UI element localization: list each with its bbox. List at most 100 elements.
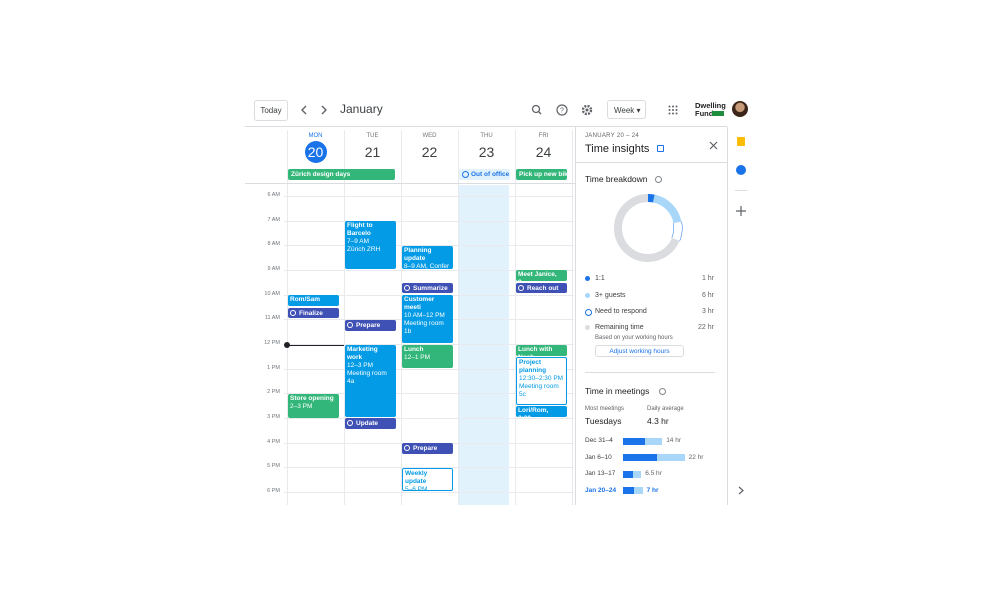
event-text: Meeting room 1b <box>404 320 444 335</box>
sidebar-divider <box>727 127 728 505</box>
event-text: 7–9 AM <box>347 238 370 245</box>
event-text: Planning update <box>404 247 432 262</box>
event[interactable]: Reach out to <box>516 283 567 293</box>
stat-label: Most meetings <box>585 406 625 412</box>
week-bar-core <box>623 437 645 445</box>
event-text: 5–6 PM, Weekly <box>405 486 430 491</box>
month-title: January <box>340 102 383 116</box>
event-text: Weekly update <box>405 470 428 485</box>
event-text: Meet Janice, 9– <box>518 271 557 281</box>
all-day-event[interactable]: Out of office <box>459 169 510 180</box>
today-column-highlight <box>459 185 509 505</box>
panel-rule <box>576 162 727 163</box>
today-button[interactable]: Today <box>254 100 288 121</box>
hour-line <box>284 491 574 493</box>
week-bar-core <box>623 470 633 478</box>
hour-label: 3 PM <box>267 413 280 420</box>
event[interactable]: Update slide <box>345 418 396 429</box>
legend-value: 1 hr <box>701 275 714 282</box>
add-button[interactable] <box>736 206 746 216</box>
event-text: Rom/Sam <box>290 296 320 303</box>
week-bar-core <box>623 454 657 462</box>
legend-label: 1:1 <box>595 275 605 282</box>
panel-title: Time insights <box>585 143 650 155</box>
column-line <box>401 130 402 505</box>
task-icon <box>290 310 296 316</box>
hour-label: 5 PM <box>267 463 280 470</box>
day-number[interactable]: 22 <box>421 144 438 160</box>
legend-label: 3+ guests <box>595 292 626 299</box>
week-value: 22 hr <box>688 453 704 461</box>
column-line <box>287 130 288 505</box>
adjust-button[interactable]: Adjust working hours <box>595 345 684 357</box>
day-number[interactable]: 21 <box>364 144 381 160</box>
all-day-divider <box>245 183 575 184</box>
week-label: Jan 6–10 <box>585 453 612 461</box>
event-text: 8–9 AM, Confer <box>404 263 450 269</box>
event-text: Customer meeti <box>404 296 435 311</box>
help-icon[interactable] <box>659 388 666 395</box>
day-number[interactable]: 20 <box>304 141 327 163</box>
view-dropdown[interactable]: Week ▾ <box>607 100 646 119</box>
toolbar-icons[interactable]: ? <box>530 103 596 117</box>
event[interactable]: Project planning 12:30–2:30 PM Meeting roo… <box>516 357 567 405</box>
event[interactable]: Marketing work 12–3 PM Meeting room 4a <box>345 345 396 417</box>
event[interactable]: Rom/Sam <box>288 295 339 306</box>
header-divider <box>245 126 727 127</box>
section-title: Time breakdown <box>585 174 648 184</box>
legend-dot <box>585 309 592 316</box>
donut-segment <box>614 194 682 262</box>
event-text: Summarize fin <box>413 285 448 292</box>
donut-segment <box>614 194 682 262</box>
keep-icon[interactable] <box>737 137 745 146</box>
event-text: Lori/Rom, 2:30– <box>518 407 549 417</box>
legend-label: Need to respond <box>595 308 647 315</box>
event[interactable]: Flight to Barcelo 7–9 AM Zürich ZRH <box>345 221 396 269</box>
legend-value: 3 hr <box>701 308 714 315</box>
event-text: Zürich ZRH <box>347 246 381 253</box>
event[interactable]: Lunch with Noah <box>516 345 567 356</box>
event[interactable]: Store opening 2–3 PM <box>288 394 339 418</box>
day-number[interactable]: 24 <box>535 144 552 160</box>
day-name: WED <box>422 133 437 139</box>
week-label: Jan 13–17 <box>585 470 616 478</box>
nav-arrows[interactable] <box>299 104 331 116</box>
avatar[interactable] <box>732 101 748 117</box>
event[interactable]: Customer meeti 10 AM–12 PM Meeting room 1b <box>402 295 453 343</box>
week-bar-core <box>623 487 634 495</box>
event[interactable]: Lunch 12–1 PM <box>402 345 453 368</box>
day-name: MON <box>308 133 323 139</box>
event[interactable]: Meet Janice, 9– <box>516 270 567 281</box>
event[interactable]: Prepare prese <box>402 443 453 454</box>
office-icon <box>462 171 469 178</box>
event-text: Flight to Barcelo <box>347 222 373 237</box>
legend-value: 6 hr <box>701 292 714 299</box>
hour-label: 6 PM <box>267 487 280 494</box>
tasks-icon[interactable] <box>736 165 746 175</box>
event[interactable]: Summarize fin <box>402 283 453 293</box>
panel-rule <box>585 372 715 373</box>
all-day-event[interactable]: Zürich design days <box>288 169 395 180</box>
brand-flag <box>712 111 724 116</box>
event-text: Update slide <box>356 420 379 427</box>
event[interactable]: Prepare work <box>345 320 396 331</box>
hour-label: 4 PM <box>267 438 280 445</box>
help-icon[interactable] <box>655 176 662 183</box>
all-day-event[interactable]: Pick up new bike <box>516 169 567 180</box>
week-label: Jan 20–24 <box>585 486 617 494</box>
event[interactable]: Finalize prese <box>288 308 339 318</box>
event[interactable]: Lori/Rom, 2:30– <box>516 406 567 417</box>
apps-icon[interactable] <box>668 105 678 115</box>
column-line <box>344 130 345 505</box>
close-button[interactable] <box>709 141 718 150</box>
sidebar-rule <box>735 190 747 191</box>
task-icon <box>347 322 353 328</box>
hour-line <box>284 245 574 247</box>
event[interactable]: Planning update 8–9 AM, Confer <box>402 246 453 269</box>
hour-label: 11 AM <box>264 315 280 322</box>
day-number[interactable]: 23 <box>478 144 495 160</box>
expand-button[interactable] <box>738 486 744 495</box>
